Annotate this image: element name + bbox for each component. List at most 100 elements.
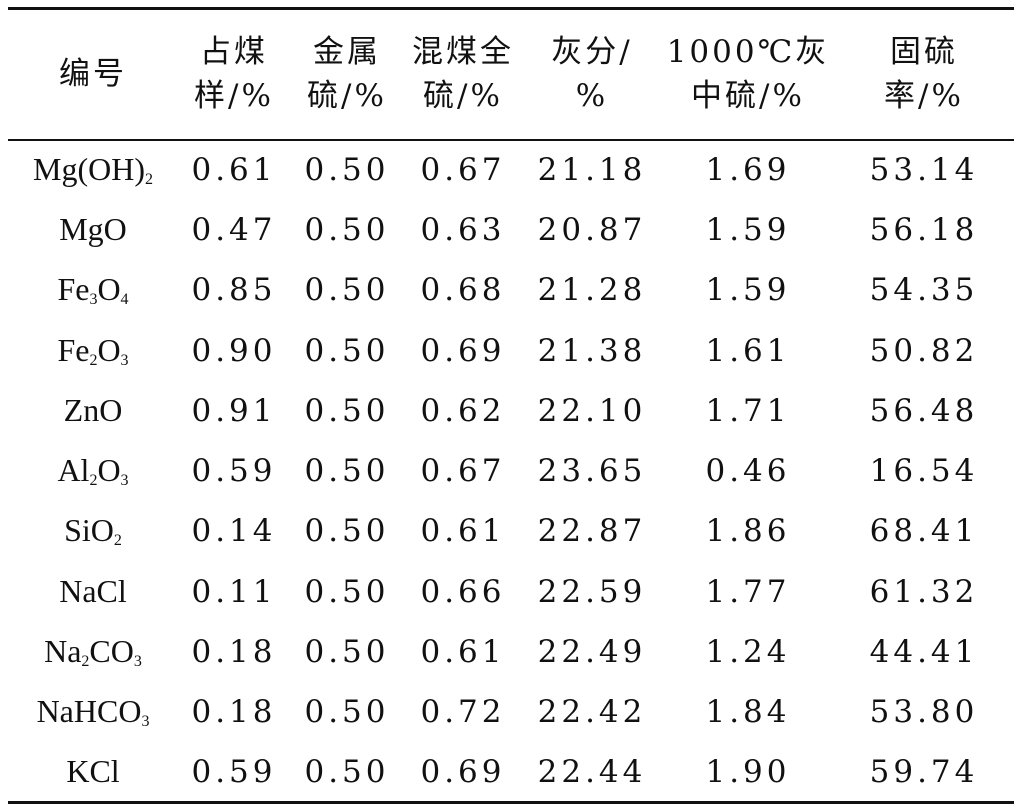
- table-cell: 22.49: [537, 634, 647, 671]
- formula-text: SiO: [64, 512, 114, 549]
- formula-subscript: 4: [120, 291, 129, 309]
- table-cell: 16.54: [869, 453, 979, 490]
- table-cell: 0.90: [191, 332, 277, 369]
- formula-text: Mg(OH): [33, 151, 145, 188]
- header-cell-coal-sample-ratio: 占煤 样/%: [178, 7, 290, 141]
- table-cell: 0.59: [191, 453, 277, 490]
- table-cell: 1.71: [705, 392, 791, 429]
- table-row: NaHCO3 0.18 0.50 0.72 22.42 1.84 53.80: [8, 682, 1014, 742]
- table-cell: 0.50: [304, 392, 390, 429]
- table-cell: 0.50: [304, 332, 390, 369]
- table-cell: 0.50: [304, 694, 390, 731]
- table-cell: 1.86: [705, 513, 791, 550]
- formula-subscript: 3: [133, 653, 142, 671]
- formula-subscript: 2: [81, 653, 90, 671]
- table-cell: 22.44: [522, 742, 662, 805]
- formula-text: Al: [57, 452, 90, 489]
- formula-subscript: 2: [144, 171, 153, 189]
- row-label-cell: Na2CO3: [8, 622, 178, 682]
- table-cell: 1.24: [705, 634, 791, 671]
- formula-text: CO: [89, 633, 134, 670]
- table-cell: 21.28: [537, 272, 647, 309]
- formula-text: O: [97, 331, 121, 368]
- table-cell: 56.48: [869, 392, 979, 429]
- header-cell-id: 编号: [8, 7, 178, 141]
- row-label-cell: NaCl: [8, 562, 178, 622]
- table-cell: 0.50: [304, 211, 390, 248]
- formula-text: O: [97, 452, 121, 489]
- header-cell-ash-content: 灰分/ %: [522, 7, 662, 141]
- header-row: 编号 占煤 样/% 金属 硫/% 混煤全 硫/% 灰分/ % 1000℃灰 中硫…: [8, 7, 1014, 141]
- table-cell: 21.38: [537, 332, 647, 369]
- table-cell: 0.61: [191, 152, 277, 189]
- table-row: Na2CO3 0.18 0.50 0.61 22.49 1.24 44.41: [8, 622, 1014, 682]
- table-row: Mg(OH)2 0.61 0.50 0.67 21.18 1.69 53.14: [8, 140, 1014, 200]
- formula-text: O: [97, 271, 121, 308]
- data-table: 编号 占煤 样/% 金属 硫/% 混煤全 硫/% 灰分/ % 1000℃灰 中硫…: [8, 7, 1014, 805]
- formula-text: NaHCO: [36, 693, 142, 730]
- table-cell: 0.72: [420, 694, 506, 731]
- row-label-cell: Fe2O3: [8, 320, 178, 380]
- table-cell: 54.35: [869, 272, 979, 309]
- table-cell: 0.50: [304, 573, 390, 610]
- table-cell: 23.65: [537, 453, 647, 490]
- formula-subscript: 2: [89, 472, 98, 490]
- table-cell: 56.18: [869, 211, 979, 248]
- formula-text: NaCl: [59, 573, 127, 610]
- formula-subscript: 2: [89, 351, 98, 369]
- table-cell: 0.50: [304, 513, 390, 550]
- table-row: ZnO 0.91 0.50 0.62 22.10 1.71 56.48: [8, 381, 1014, 441]
- table-cell: 0.91: [191, 392, 277, 429]
- table-cell: 0.66: [420, 573, 506, 610]
- formula-subscript: 2: [113, 532, 122, 550]
- table-row: SiO2 0.14 0.50 0.61 22.87 1.86 68.41: [8, 501, 1014, 561]
- table-body: Mg(OH)2 0.61 0.50 0.67 21.18 1.69 53.14 MgO 0.47…: [8, 140, 1014, 805]
- row-label-cell: ZnO: [8, 381, 178, 441]
- table-cell: 0.61: [420, 634, 506, 671]
- header-cell-sulfur-retention-rate: 固硫 率/%: [834, 7, 1014, 141]
- row-label-cell: SiO2: [8, 501, 178, 561]
- table-cell: 44.41: [869, 634, 979, 671]
- row-label-cell: MgO: [8, 200, 178, 260]
- formula-subscript: 3: [141, 713, 150, 731]
- table-cell: 0.63: [420, 211, 506, 248]
- table-cell: 53.80: [869, 694, 979, 731]
- table-cell: 0.85: [191, 272, 277, 309]
- header-cell-metal-sulfur: 金属 硫/%: [290, 7, 404, 141]
- header-cell-ash-sulfur-1000c: 1000℃灰 中硫/%: [662, 7, 834, 141]
- table-cell: 61.32: [869, 573, 979, 610]
- formula-subscript: 3: [120, 351, 129, 369]
- table-cell: 68.41: [869, 513, 979, 550]
- table-cell: 50.82: [869, 332, 979, 369]
- table-row: Fe2O3 0.90 0.50 0.69 21.38 1.61 50.82: [8, 320, 1014, 380]
- table-cell: 20.87: [537, 211, 647, 248]
- table-cell: 59.74: [834, 742, 1014, 805]
- row-label-cell: Fe3O4: [8, 260, 178, 320]
- table-cell: 0.50: [304, 634, 390, 671]
- table-cell: 0.69: [420, 332, 506, 369]
- table-cell: 0.67: [420, 453, 506, 490]
- formula-subscript: 3: [120, 472, 129, 490]
- table-cell: 53.14: [869, 152, 979, 189]
- table-row: KCl 0.59 0.50 0.69 22.44 1.90 59.74: [8, 742, 1014, 805]
- table-row: Fe3O4 0.85 0.50 0.68 21.28 1.59 54.35: [8, 260, 1014, 320]
- table-cell: 1.59: [705, 211, 791, 248]
- table-cell: 1.69: [705, 152, 791, 189]
- row-label-cell: NaHCO3: [8, 682, 178, 742]
- table-cell: 0.11: [191, 573, 277, 610]
- table-cell: 1.59: [705, 272, 791, 309]
- table-cell: 0.50: [304, 152, 390, 189]
- table-cell: 0.69: [404, 742, 522, 805]
- table-cell: 1.84: [705, 694, 791, 731]
- row-label-cell: KCl: [8, 742, 178, 805]
- header-cell-blended-total-sulfur: 混煤全 硫/%: [404, 7, 522, 141]
- table-cell: 22.59: [537, 573, 647, 610]
- table-header: 编号 占煤 样/% 金属 硫/% 混煤全 硫/% 灰分/ % 1000℃灰 中硫…: [8, 7, 1014, 141]
- table-cell: 0.47: [191, 211, 277, 248]
- table-cell: 0.67: [420, 152, 506, 189]
- formula-text: Fe: [57, 271, 90, 308]
- table-cell: 22.42: [537, 694, 647, 731]
- table-cell: 0.62: [420, 392, 506, 429]
- table-cell: 0.68: [420, 272, 506, 309]
